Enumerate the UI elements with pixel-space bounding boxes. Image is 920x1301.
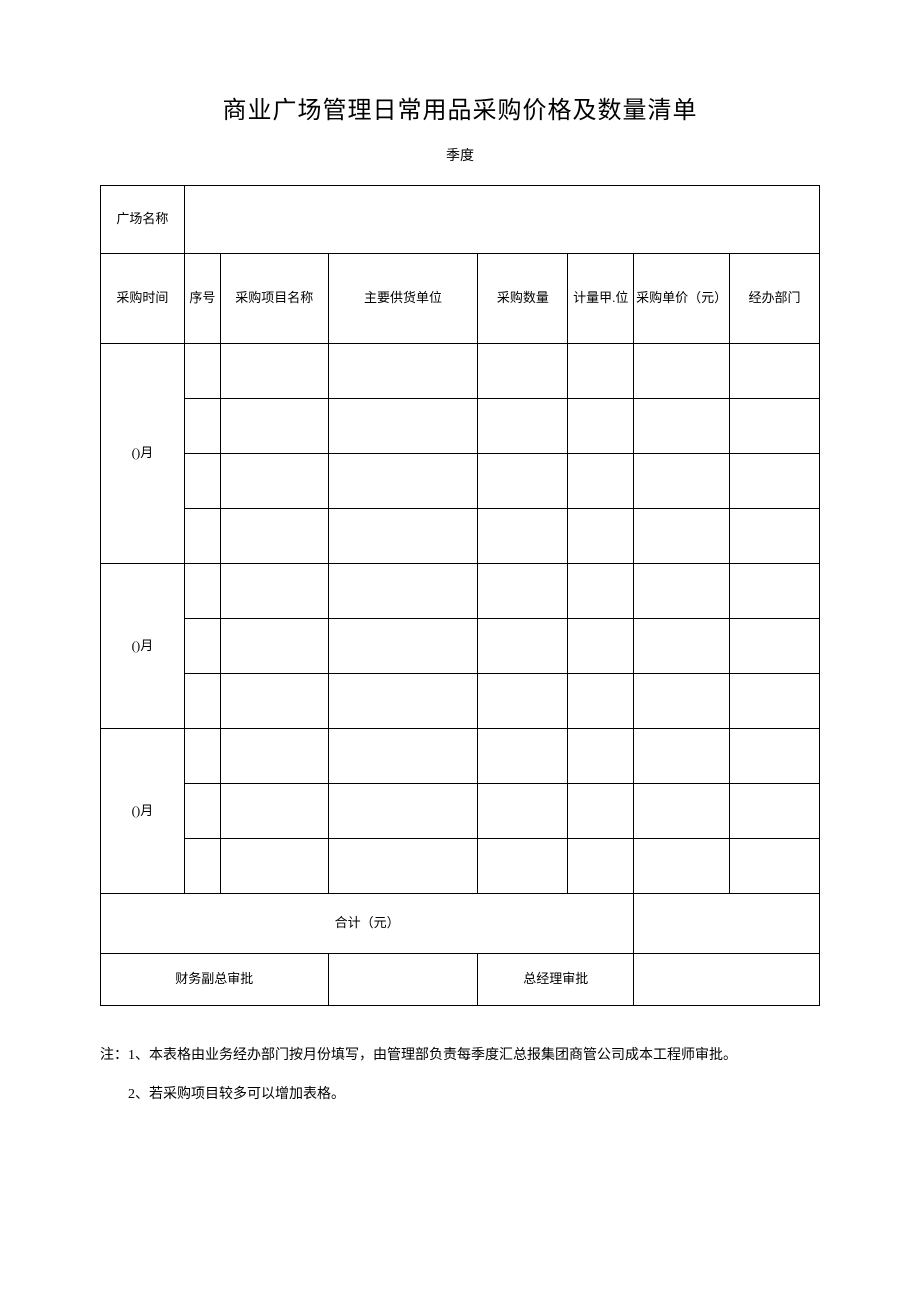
cell[interactable]	[220, 454, 328, 509]
cell[interactable]	[220, 729, 328, 784]
header-dept: 经办部门	[729, 254, 819, 344]
cell[interactable]	[568, 564, 634, 619]
header-price: 采购单价（元）	[634, 254, 730, 344]
cell[interactable]	[184, 454, 220, 509]
cell[interactable]	[729, 509, 819, 564]
header-supplier: 主要供货单位	[328, 254, 478, 344]
cell[interactable]	[729, 564, 819, 619]
cell[interactable]	[729, 729, 819, 784]
page-subtitle: 季度	[100, 145, 820, 165]
cell[interactable]	[729, 784, 819, 839]
approve-finance-value[interactable]	[328, 954, 478, 1006]
month-2-label: ()月	[101, 564, 185, 729]
cell[interactable]	[568, 619, 634, 674]
header-seq: 序号	[184, 254, 220, 344]
cell[interactable]	[184, 619, 220, 674]
cell[interactable]	[184, 564, 220, 619]
cell[interactable]	[220, 399, 328, 454]
cell[interactable]	[634, 839, 730, 894]
approve-gm-label: 总经理审批	[478, 954, 634, 1006]
cell[interactable]	[184, 399, 220, 454]
cell[interactable]	[729, 454, 819, 509]
cell[interactable]	[478, 344, 568, 399]
plaza-name-value[interactable]	[184, 186, 819, 254]
cell[interactable]	[634, 399, 730, 454]
cell[interactable]	[729, 619, 819, 674]
cell[interactable]	[568, 454, 634, 509]
cell[interactable]	[478, 619, 568, 674]
cell[interactable]	[729, 344, 819, 399]
header-time: 采购时间	[101, 254, 185, 344]
cell[interactable]	[729, 674, 819, 729]
cell[interactable]	[568, 399, 634, 454]
cell[interactable]	[478, 564, 568, 619]
cell[interactable]	[478, 839, 568, 894]
cell[interactable]	[184, 839, 220, 894]
cell[interactable]	[634, 619, 730, 674]
note-2: 2、若采购项目较多可以增加表格。	[100, 1075, 820, 1114]
procurement-table: 广场名称 采购时间 序号 采购项目名称 主要供货单位 采购数量 计量甲.位 采购…	[100, 185, 820, 1006]
cell[interactable]	[328, 454, 478, 509]
note-1: 注：1、本表格由业务经办部门按月份填写，由管理部负责每季度汇总报集团商管公司成本…	[100, 1036, 820, 1075]
cell[interactable]	[478, 784, 568, 839]
cell[interactable]	[328, 839, 478, 894]
page-title: 商业广场管理日常用品采购价格及数量清单	[100, 90, 820, 125]
header-qty: 采购数量	[478, 254, 568, 344]
approve-gm-value[interactable]	[634, 954, 820, 1006]
cell[interactable]	[568, 674, 634, 729]
cell[interactable]	[328, 399, 478, 454]
cell[interactable]	[568, 839, 634, 894]
header-unit: 计量甲.位	[568, 254, 634, 344]
total-value[interactable]	[634, 894, 820, 954]
cell[interactable]	[634, 784, 730, 839]
cell[interactable]	[729, 839, 819, 894]
cell[interactable]	[634, 509, 730, 564]
cell[interactable]	[328, 674, 478, 729]
cell[interactable]	[328, 784, 478, 839]
cell[interactable]	[634, 344, 730, 399]
cell[interactable]	[478, 674, 568, 729]
cell[interactable]	[328, 619, 478, 674]
cell[interactable]	[568, 344, 634, 399]
cell[interactable]	[729, 399, 819, 454]
cell[interactable]	[328, 564, 478, 619]
cell[interactable]	[220, 674, 328, 729]
cell[interactable]	[568, 509, 634, 564]
cell[interactable]	[634, 564, 730, 619]
cell[interactable]	[220, 619, 328, 674]
cell[interactable]	[328, 729, 478, 784]
total-label: 合计（元）	[101, 894, 634, 954]
cell[interactable]	[184, 674, 220, 729]
cell[interactable]	[328, 509, 478, 564]
approve-finance-label: 财务副总审批	[101, 954, 329, 1006]
cell[interactable]	[220, 344, 328, 399]
month-1-label: ()月	[101, 344, 185, 564]
cell[interactable]	[568, 784, 634, 839]
notes-section: 注：1、本表格由业务经办部门按月份填写，由管理部负责每季度汇总报集团商管公司成本…	[100, 1036, 820, 1114]
cell[interactable]	[184, 344, 220, 399]
cell[interactable]	[634, 729, 730, 784]
cell[interactable]	[568, 729, 634, 784]
cell[interactable]	[184, 509, 220, 564]
cell[interactable]	[478, 509, 568, 564]
cell[interactable]	[184, 729, 220, 784]
cell[interactable]	[220, 509, 328, 564]
cell[interactable]	[478, 729, 568, 784]
plaza-name-label: 广场名称	[101, 186, 185, 254]
cell[interactable]	[634, 454, 730, 509]
cell[interactable]	[184, 784, 220, 839]
cell[interactable]	[634, 674, 730, 729]
cell[interactable]	[220, 564, 328, 619]
month-3-label: ()月	[101, 729, 185, 894]
cell[interactable]	[478, 399, 568, 454]
header-item: 采购项目名称	[220, 254, 328, 344]
cell[interactable]	[478, 454, 568, 509]
cell[interactable]	[220, 839, 328, 894]
cell[interactable]	[328, 344, 478, 399]
cell[interactable]	[220, 784, 328, 839]
